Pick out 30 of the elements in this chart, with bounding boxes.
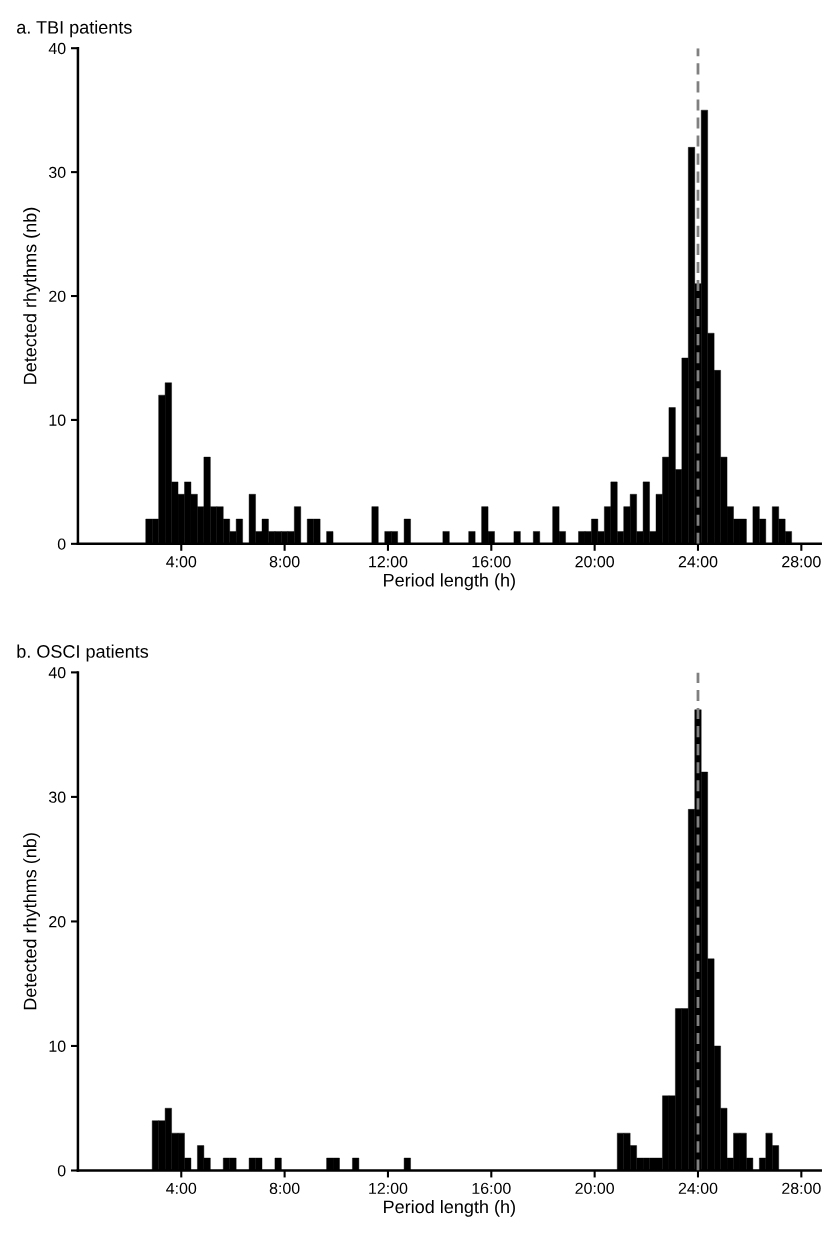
x-tick-label: 24:00 — [678, 1182, 718, 1195]
x-tick-label: 20:00 — [575, 1182, 615, 1195]
y-axis-title: Detected rhythms (nb) — [23, 833, 41, 1010]
x-tick-label: 16:00 — [472, 556, 511, 568]
y-tick-label: 20 — [49, 290, 66, 302]
x-tick-label: 24:00 — [678, 556, 718, 568]
x-axis-title: Period length (h) — [384, 1199, 515, 1217]
y-tick-label: 40 — [48, 42, 66, 55]
x-tick-label: 16:00 — [472, 1182, 511, 1195]
chart-title: a. TBI patients — [17, 20, 132, 38]
y-tick-label: 30 — [48, 166, 66, 179]
x-tick-label: 28:00 — [782, 556, 821, 568]
x-tick-label: 8:00 — [269, 556, 300, 568]
y-tick-label: 0 — [57, 538, 66, 550]
y-tick-label: 20 — [49, 916, 66, 928]
x-tick-label: 28:00 — [782, 1182, 821, 1195]
x-tick-label: 4:00 — [166, 556, 197, 568]
x-tick-label: 4:00 — [166, 1182, 197, 1195]
x-tick-label: 12:00 — [369, 1182, 408, 1195]
y-axis-title: Detected rhythms (nb) — [23, 207, 41, 384]
y-tick-label: 40 — [48, 667, 66, 679]
x-tick-label: 20:00 — [575, 556, 615, 568]
x-axis-title: Period length (h) — [384, 573, 515, 591]
x-tick-label: 8:00 — [269, 1182, 300, 1195]
y-tick-label: 0 — [57, 1165, 66, 1177]
x-tick-label: 12:00 — [369, 556, 408, 568]
y-tick-label: 30 — [48, 791, 66, 803]
y-tick-label: 10 — [49, 1040, 66, 1052]
y-tick-label: 10 — [49, 414, 66, 426]
chart-title: b. OSCI patients — [17, 644, 149, 662]
